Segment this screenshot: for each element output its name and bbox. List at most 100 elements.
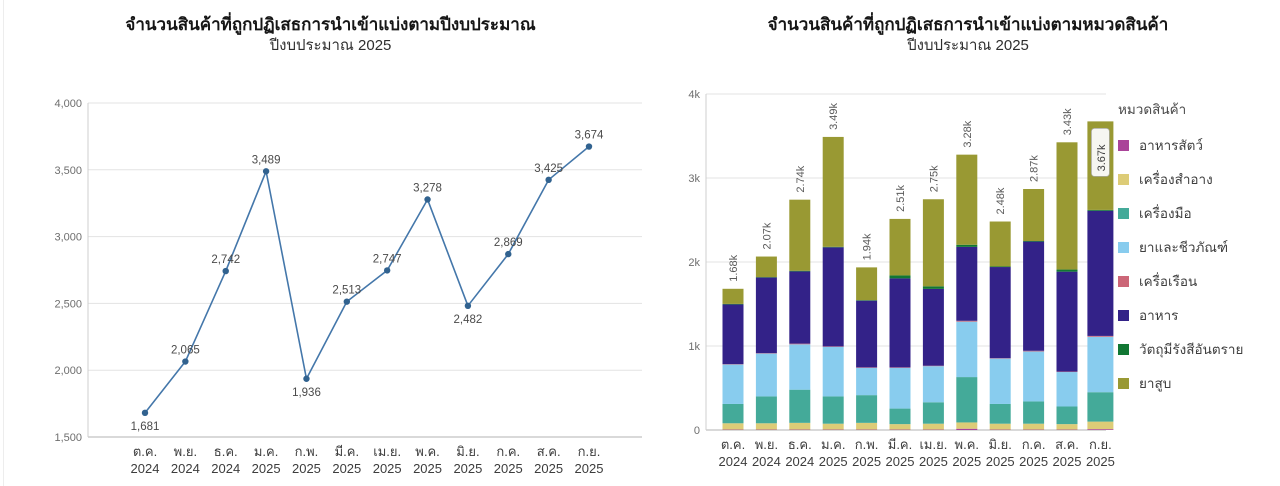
bar-segment[interactable] — [922, 423, 944, 430]
bar-segment[interactable] — [1056, 372, 1078, 407]
bar-segment[interactable] — [822, 346, 844, 397]
bar-segment[interactable] — [1023, 351, 1045, 402]
bar-segment[interactable] — [789, 343, 811, 345]
bar-segment[interactable] — [755, 277, 777, 354]
legend-item[interactable]: เครื่องสำอาง — [1118, 170, 1276, 188]
legend-item[interactable]: ยาสูบ — [1118, 374, 1276, 392]
bar-segment[interactable] — [856, 300, 878, 301]
line-chart[interactable]: 1,500 2,000 2,500 3,000 3,500 4,000 1,681 ต.ค. 2… — [8, 75, 653, 480]
data-point[interactable] — [585, 143, 593, 150]
bar-segment[interactable] — [889, 218, 911, 276]
bar-segment[interactable] — [1056, 269, 1078, 272]
bar-segment[interactable] — [856, 267, 878, 301]
bar-segment[interactable] — [956, 244, 978, 247]
bar-segment[interactable] — [1087, 335, 1114, 337]
bar-segment[interactable] — [1023, 401, 1045, 424]
bar-segment[interactable] — [755, 256, 777, 278]
bar-segment[interactable] — [1023, 241, 1045, 351]
bar-segment[interactable] — [822, 247, 844, 347]
bar-segment[interactable] — [789, 344, 811, 390]
bar-segment[interactable] — [989, 267, 1011, 359]
bar-segment[interactable] — [1087, 336, 1114, 393]
bar-segment[interactable] — [989, 358, 1011, 404]
bar-segment[interactable] — [1023, 241, 1045, 242]
bar-segment[interactable] — [755, 353, 777, 397]
bar-segment[interactable] — [956, 377, 978, 423]
bar-segment[interactable] — [1087, 210, 1114, 336]
bar-segment[interactable] — [956, 320, 978, 322]
bar-segment[interactable] — [822, 136, 844, 247]
bar-segment[interactable] — [722, 304, 744, 365]
legend-item[interactable]: อาหารสัตว์ — [1118, 136, 1276, 154]
bar-segment[interactable] — [922, 199, 944, 287]
bar-segment[interactable] — [722, 288, 744, 304]
bar-segment[interactable] — [789, 389, 811, 423]
bar-segment[interactable] — [1087, 392, 1114, 422]
bar-segment[interactable] — [789, 422, 811, 430]
bar-segment[interactable] — [1056, 142, 1078, 270]
legend-item[interactable]: อาหาร — [1118, 306, 1276, 324]
bar-segment[interactable] — [889, 278, 911, 368]
bar-segment[interactable] — [856, 367, 878, 396]
bar-segment[interactable] — [856, 422, 878, 430]
data-point[interactable] — [383, 267, 391, 274]
bar-segment[interactable] — [755, 423, 777, 430]
bar-segment[interactable] — [889, 275, 911, 279]
legend-item[interactable]: ยาและชีวภัณฑ์ — [1118, 238, 1276, 256]
data-point[interactable] — [222, 267, 229, 275]
bar-segment[interactable] — [1056, 424, 1078, 430]
bar-segment[interactable] — [922, 286, 944, 289]
bar-segment[interactable] — [956, 246, 978, 321]
data-point[interactable] — [262, 168, 270, 175]
data-point[interactable] — [141, 409, 149, 417]
bar-segment[interactable] — [822, 423, 844, 430]
bar-segment[interactable] — [856, 300, 878, 368]
data-point[interactable] — [182, 358, 189, 365]
bar-segment[interactable] — [856, 395, 878, 423]
bar-segment[interactable] — [1056, 271, 1078, 372]
bar-segment[interactable] — [1087, 421, 1114, 430]
bar-segment[interactable] — [989, 266, 1011, 268]
bar-segment[interactable] — [722, 303, 744, 305]
bar-segment[interactable] — [889, 408, 911, 425]
bar-segment[interactable] — [989, 403, 1011, 424]
bar-segment[interactable] — [789, 271, 811, 344]
data-point[interactable] — [343, 298, 351, 305]
data-point[interactable] — [303, 375, 310, 382]
bar-segment[interactable] — [922, 402, 944, 424]
bar-segment[interactable] — [956, 154, 978, 245]
bar-segment[interactable] — [956, 422, 978, 429]
bar-segment[interactable] — [722, 364, 744, 404]
data-point[interactable] — [505, 250, 512, 258]
bar-segment[interactable] — [889, 424, 911, 430]
bar-segment[interactable] — [1023, 350, 1045, 352]
data-point[interactable] — [545, 176, 552, 184]
stacked-bar-chart[interactable]: 0 1k 2k 3k 4k 1.68k ต.ค. 2024 2.07k พ.ย. 2024 2.74k… — [660, 75, 1122, 480]
bar-segment[interactable] — [822, 246, 844, 248]
data-point[interactable] — [464, 302, 472, 310]
bar-segment[interactable] — [889, 367, 911, 409]
bar-segment[interactable] — [989, 423, 1011, 430]
bar-segment[interactable] — [956, 321, 978, 378]
bar-segment[interactable] — [755, 396, 777, 424]
bar-segment[interactable] — [1087, 209, 1114, 211]
data-point[interactable] — [424, 196, 431, 203]
bar-segment[interactable] — [922, 366, 944, 403]
legend-item[interactable]: วัตถุมีรังสีอันตราย — [1118, 340, 1276, 358]
legend-item[interactable]: เครื่อเรือน — [1118, 272, 1276, 290]
bar-segment[interactable] — [989, 221, 1011, 267]
bar-segment[interactable] — [789, 199, 811, 271]
bar-segment[interactable] — [1023, 423, 1045, 430]
bar-segment[interactable] — [722, 403, 744, 424]
bar-segment[interactable] — [822, 396, 844, 424]
bar-segment[interactable] — [1056, 406, 1078, 425]
x-axis-label-month: มิ.ย. — [456, 444, 479, 459]
bar-segment[interactable] — [722, 423, 744, 430]
trend-line[interactable] — [144, 145, 590, 414]
bar-segment[interactable] — [789, 270, 811, 272]
bar-segment[interactable] — [1023, 189, 1045, 241]
legend-item[interactable]: เครื่องมือ — [1118, 204, 1276, 222]
bar-segment[interactable] — [956, 428, 978, 430]
bar-segment[interactable] — [922, 288, 944, 366]
bar-segment[interactable] — [1087, 429, 1114, 430]
